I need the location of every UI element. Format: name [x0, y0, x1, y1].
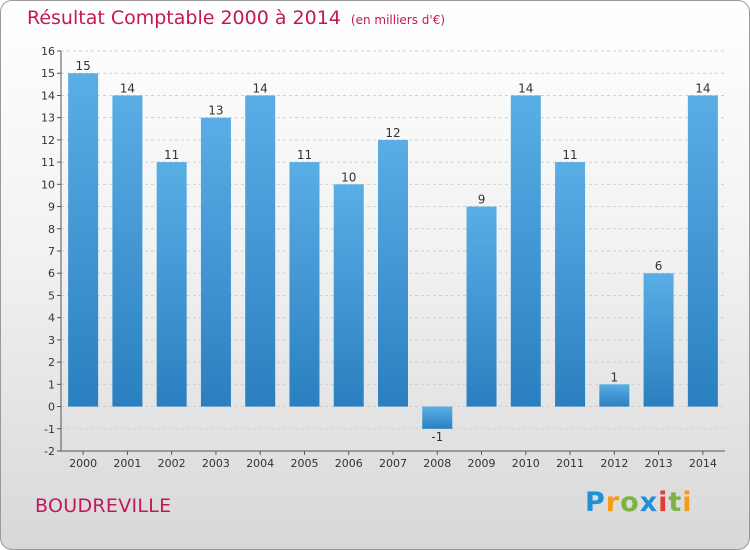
x-tick-label: 2000 [69, 457, 97, 470]
data-label: 13 [208, 104, 223, 118]
data-label: 11 [562, 148, 577, 162]
y-tick-label: 9 [48, 201, 55, 214]
y-tick-label: 11 [41, 156, 55, 169]
y-tick-label: 15 [41, 67, 55, 80]
bar [112, 95, 143, 407]
y-tick-label: 4 [48, 312, 55, 325]
data-label: 6 [655, 259, 663, 273]
x-tick-label: 2006 [335, 457, 363, 470]
y-tick-label: 13 [41, 112, 55, 125]
x-tick-label: 2004 [246, 457, 274, 470]
chart-title: Résultat Comptable 2000 à 2014 (en millie… [27, 7, 445, 29]
data-label: 14 [695, 81, 710, 95]
bar [68, 73, 99, 407]
bar [245, 95, 276, 407]
y-tick-label: 2 [48, 356, 55, 369]
bar [687, 95, 718, 407]
proxiti-logo: Proxiti [585, 487, 693, 518]
town-name: BOUDREVILLE [35, 495, 172, 517]
bar [156, 162, 187, 407]
y-tick-label: 10 [41, 178, 55, 191]
x-tick-label: 2001 [113, 457, 141, 470]
data-label: 9 [478, 193, 486, 207]
y-tick-label: 14 [41, 89, 55, 102]
bar [378, 139, 408, 407]
y-tick-label: 7 [48, 245, 55, 258]
bar [289, 162, 320, 407]
data-label: 10 [341, 170, 356, 184]
x-tick-label: 2007 [379, 457, 407, 470]
x-tick-label: 2005 [290, 457, 318, 470]
bar [466, 206, 497, 407]
y-tick-label: 5 [48, 289, 55, 302]
bar [599, 384, 630, 407]
x-tick-label: 2003 [202, 457, 230, 470]
bar [555, 162, 586, 407]
data-label: 14 [518, 81, 533, 95]
x-tick-label: 2011 [556, 457, 584, 470]
y-tick-label: 12 [41, 134, 55, 147]
data-label: 11 [164, 148, 179, 162]
x-tick-label: 2008 [423, 457, 451, 470]
bar [333, 184, 364, 407]
x-tick-label: 2002 [158, 457, 186, 470]
data-label: 12 [385, 126, 400, 140]
data-label: 14 [120, 81, 135, 95]
x-tick-label: 2014 [689, 457, 717, 470]
y-tick-label: -1 [44, 423, 55, 436]
y-tick-label: -2 [44, 445, 55, 458]
y-tick-label: 0 [48, 401, 55, 414]
bar [510, 95, 541, 407]
y-tick-label: 16 [41, 45, 55, 58]
data-label: 11 [297, 148, 312, 162]
data-label: 14 [253, 81, 268, 95]
bars [68, 73, 718, 429]
x-tick-label: 2010 [512, 457, 540, 470]
data-label: 15 [75, 59, 90, 73]
y-tick-label: 1 [48, 378, 55, 391]
x-tick-label: 2013 [645, 457, 673, 470]
data-label: 1 [611, 370, 619, 384]
data-label: -1 [431, 430, 443, 444]
chart-unit: (en milliers d'€) [350, 13, 446, 27]
x-tick-label: 2012 [600, 457, 628, 470]
y-tick-label: 8 [48, 223, 55, 236]
bar [643, 273, 674, 407]
x-tick-label: 2009 [468, 457, 496, 470]
y-tick-label: 6 [48, 267, 55, 280]
y-tick-label: 3 [48, 334, 55, 347]
chart-title-text: Résultat Comptable 2000 à 2014 [27, 7, 341, 29]
bar [200, 117, 231, 407]
bar [422, 406, 453, 429]
